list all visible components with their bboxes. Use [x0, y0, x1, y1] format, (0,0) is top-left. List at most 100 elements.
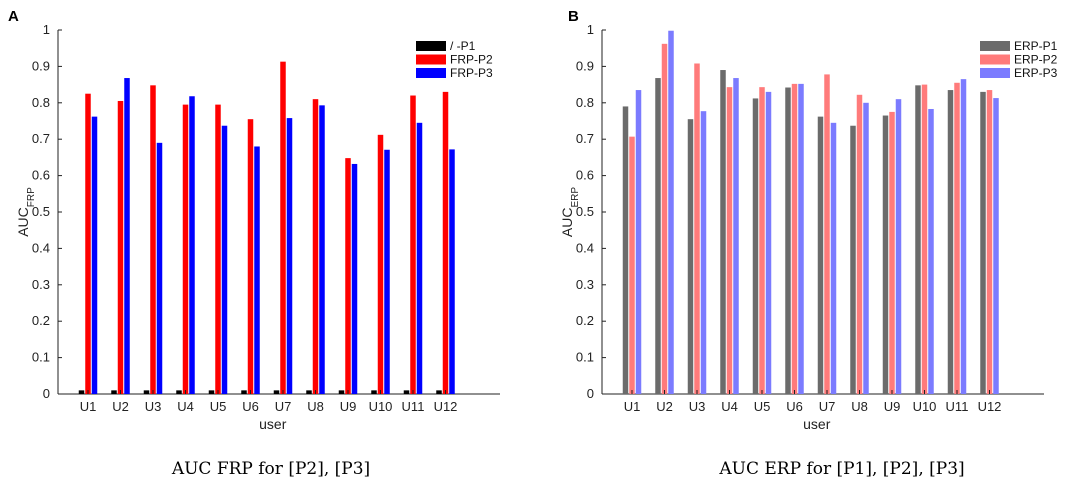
y-axis-label: AUCFRP — [15, 187, 37, 237]
bar-frpp2-u11 — [410, 95, 416, 395]
y-tick-label: 0 — [587, 386, 594, 401]
legend-label: ERP-P2 — [1014, 53, 1058, 67]
bar-frpp3-u3 — [156, 142, 163, 394]
bar-erpp3-u9 — [895, 99, 902, 394]
x-tick-label: U4 — [177, 399, 194, 414]
bar-erpp2-u5 — [759, 87, 765, 394]
y-tick-label: 0.6 — [32, 168, 50, 183]
x-tick-label: U9 — [884, 399, 901, 414]
bar-frpp2-u12 — [442, 91, 449, 394]
y-tick-label: 0.9 — [576, 58, 594, 73]
x-tick-label: U12 — [978, 399, 1002, 414]
bar-erpp1-u1 — [622, 106, 629, 394]
y-tick-label: 0.6 — [576, 168, 594, 183]
bar-frpp3-u12 — [449, 149, 455, 394]
bar-p1-u1 — [78, 390, 85, 394]
x-tick-label: U1 — [624, 399, 641, 414]
x-tick-label: U11 — [402, 399, 425, 414]
bar-frpp3-u6 — [254, 146, 260, 394]
y-tick-label: 0.2 — [576, 313, 594, 328]
y-tick-label: 0.8 — [32, 95, 50, 110]
legend-label: FRP-P2 — [450, 53, 493, 67]
y-tick-label: 0 — [43, 386, 50, 401]
x-axis-label: user — [259, 416, 287, 432]
bar-erpp2-u7 — [824, 74, 830, 395]
y-tick-label: 0.4 — [32, 240, 50, 255]
panel-label: A — [8, 8, 19, 25]
x-tick-label: U3 — [689, 399, 706, 414]
bar-p1-u4 — [176, 390, 182, 394]
y-tick-label: 0.5 — [32, 204, 50, 219]
bar-p1-u5 — [208, 390, 215, 394]
y-axis-label-subscript: ERP — [570, 187, 581, 208]
bar-erpp2-u3 — [694, 63, 700, 394]
bar-erpp3-u6 — [798, 83, 804, 394]
bar-frpp3-u2 — [124, 78, 130, 394]
bar-erpp1-u2 — [655, 78, 661, 394]
x-tick-label: U9 — [340, 399, 357, 414]
bar-erpp2-u8 — [856, 94, 863, 395]
legend-swatch — [416, 68, 446, 78]
y-tick-label: 0.1 — [32, 350, 50, 365]
x-tick-label: U4 — [721, 399, 738, 414]
y-tick-label: 0.1 — [576, 350, 594, 365]
x-tick-label: U8 — [851, 399, 868, 414]
y-tick-label: 0.3 — [576, 277, 594, 292]
bar-frpp3-u4 — [189, 96, 195, 395]
bar-erpp3-u3 — [700, 111, 707, 394]
x-tick-label: U3 — [145, 399, 162, 414]
bar-frpp3-u10 — [384, 149, 390, 394]
bar-frpp3-u8 — [319, 105, 325, 395]
y-tick-label: 1 — [43, 22, 50, 37]
bar-erpp1-u12 — [980, 91, 986, 394]
x-tick-label: U6 — [786, 399, 803, 414]
chart-panel-b: B 0 0.1 0.2 0.3 0.4 0.5 0.6 0.7 0.8 0.9 1 AUCERP U1 U2… — [559, 8, 1058, 479]
bar-erpp1-u7 — [817, 116, 824, 394]
bar-erpp1-u10 — [915, 85, 921, 394]
bar-p1-u6 — [241, 390, 247, 394]
bar-erpp3-u5 — [765, 91, 772, 394]
x-tick-label: U10 — [913, 399, 937, 414]
x-tick-label: U6 — [242, 399, 259, 414]
panel-label: B — [568, 8, 579, 25]
x-tick-label: U11 — [946, 399, 969, 414]
y-tick-label: 0.8 — [576, 95, 594, 110]
y-tick-label: 0.5 — [576, 204, 594, 219]
bar-erpp1-u3 — [687, 119, 694, 395]
bar-frpp3-u1 — [91, 116, 98, 394]
bar-frpp2-u5 — [215, 104, 221, 395]
y-axis-label: AUCERP — [559, 187, 581, 237]
bar-frpp2-u8 — [312, 99, 319, 394]
legend-swatch — [980, 41, 1010, 51]
legend-label: ERP-P3 — [1014, 66, 1058, 80]
y-tick-label: 0.7 — [576, 131, 594, 146]
bar-erpp3-u12 — [993, 98, 999, 395]
y-tick-label: 0.3 — [32, 277, 50, 292]
bar-erpp3-u11 — [960, 79, 967, 394]
bar-p1-u8 — [306, 390, 312, 394]
bar-erpp2-u1 — [629, 136, 635, 395]
chart-panel-a: A 0 0.1 0.2 0.3 0.4 0.5 0.6 0.7 0.8 0.9 1 AUCFRP U1 U2… — [8, 8, 500, 479]
bar-frpp2-u3 — [150, 85, 156, 394]
y-tick-label: 0.2 — [32, 313, 50, 328]
x-tick-label: U5 — [754, 399, 771, 414]
bar-erpp3-u7 — [830, 122, 837, 394]
bar-frpp2-u4 — [182, 104, 189, 395]
bar-erpp3-u2 — [668, 30, 674, 395]
x-tick-label: U2 — [656, 399, 673, 414]
bar-frpp3-u11 — [416, 122, 423, 394]
x-tick-label: U8 — [307, 399, 324, 414]
bar-erpp1-u8 — [850, 125, 856, 395]
bar-erpp2-u12 — [986, 90, 993, 394]
legend-label: / -P1 — [450, 39, 476, 53]
bar-p1-u12 — [436, 390, 442, 394]
bar-frpp2-u6 — [247, 119, 254, 395]
y-tick-label: 0.4 — [576, 240, 594, 255]
bar-frpp3-u7 — [286, 118, 293, 394]
x-tick-label: U7 — [819, 399, 836, 414]
bar-p1-u7 — [273, 390, 280, 394]
y-tick-label: 0.9 — [32, 58, 50, 73]
bar-erpp1-u6 — [785, 87, 791, 395]
y-axis-label-main: AUC — [15, 207, 31, 237]
